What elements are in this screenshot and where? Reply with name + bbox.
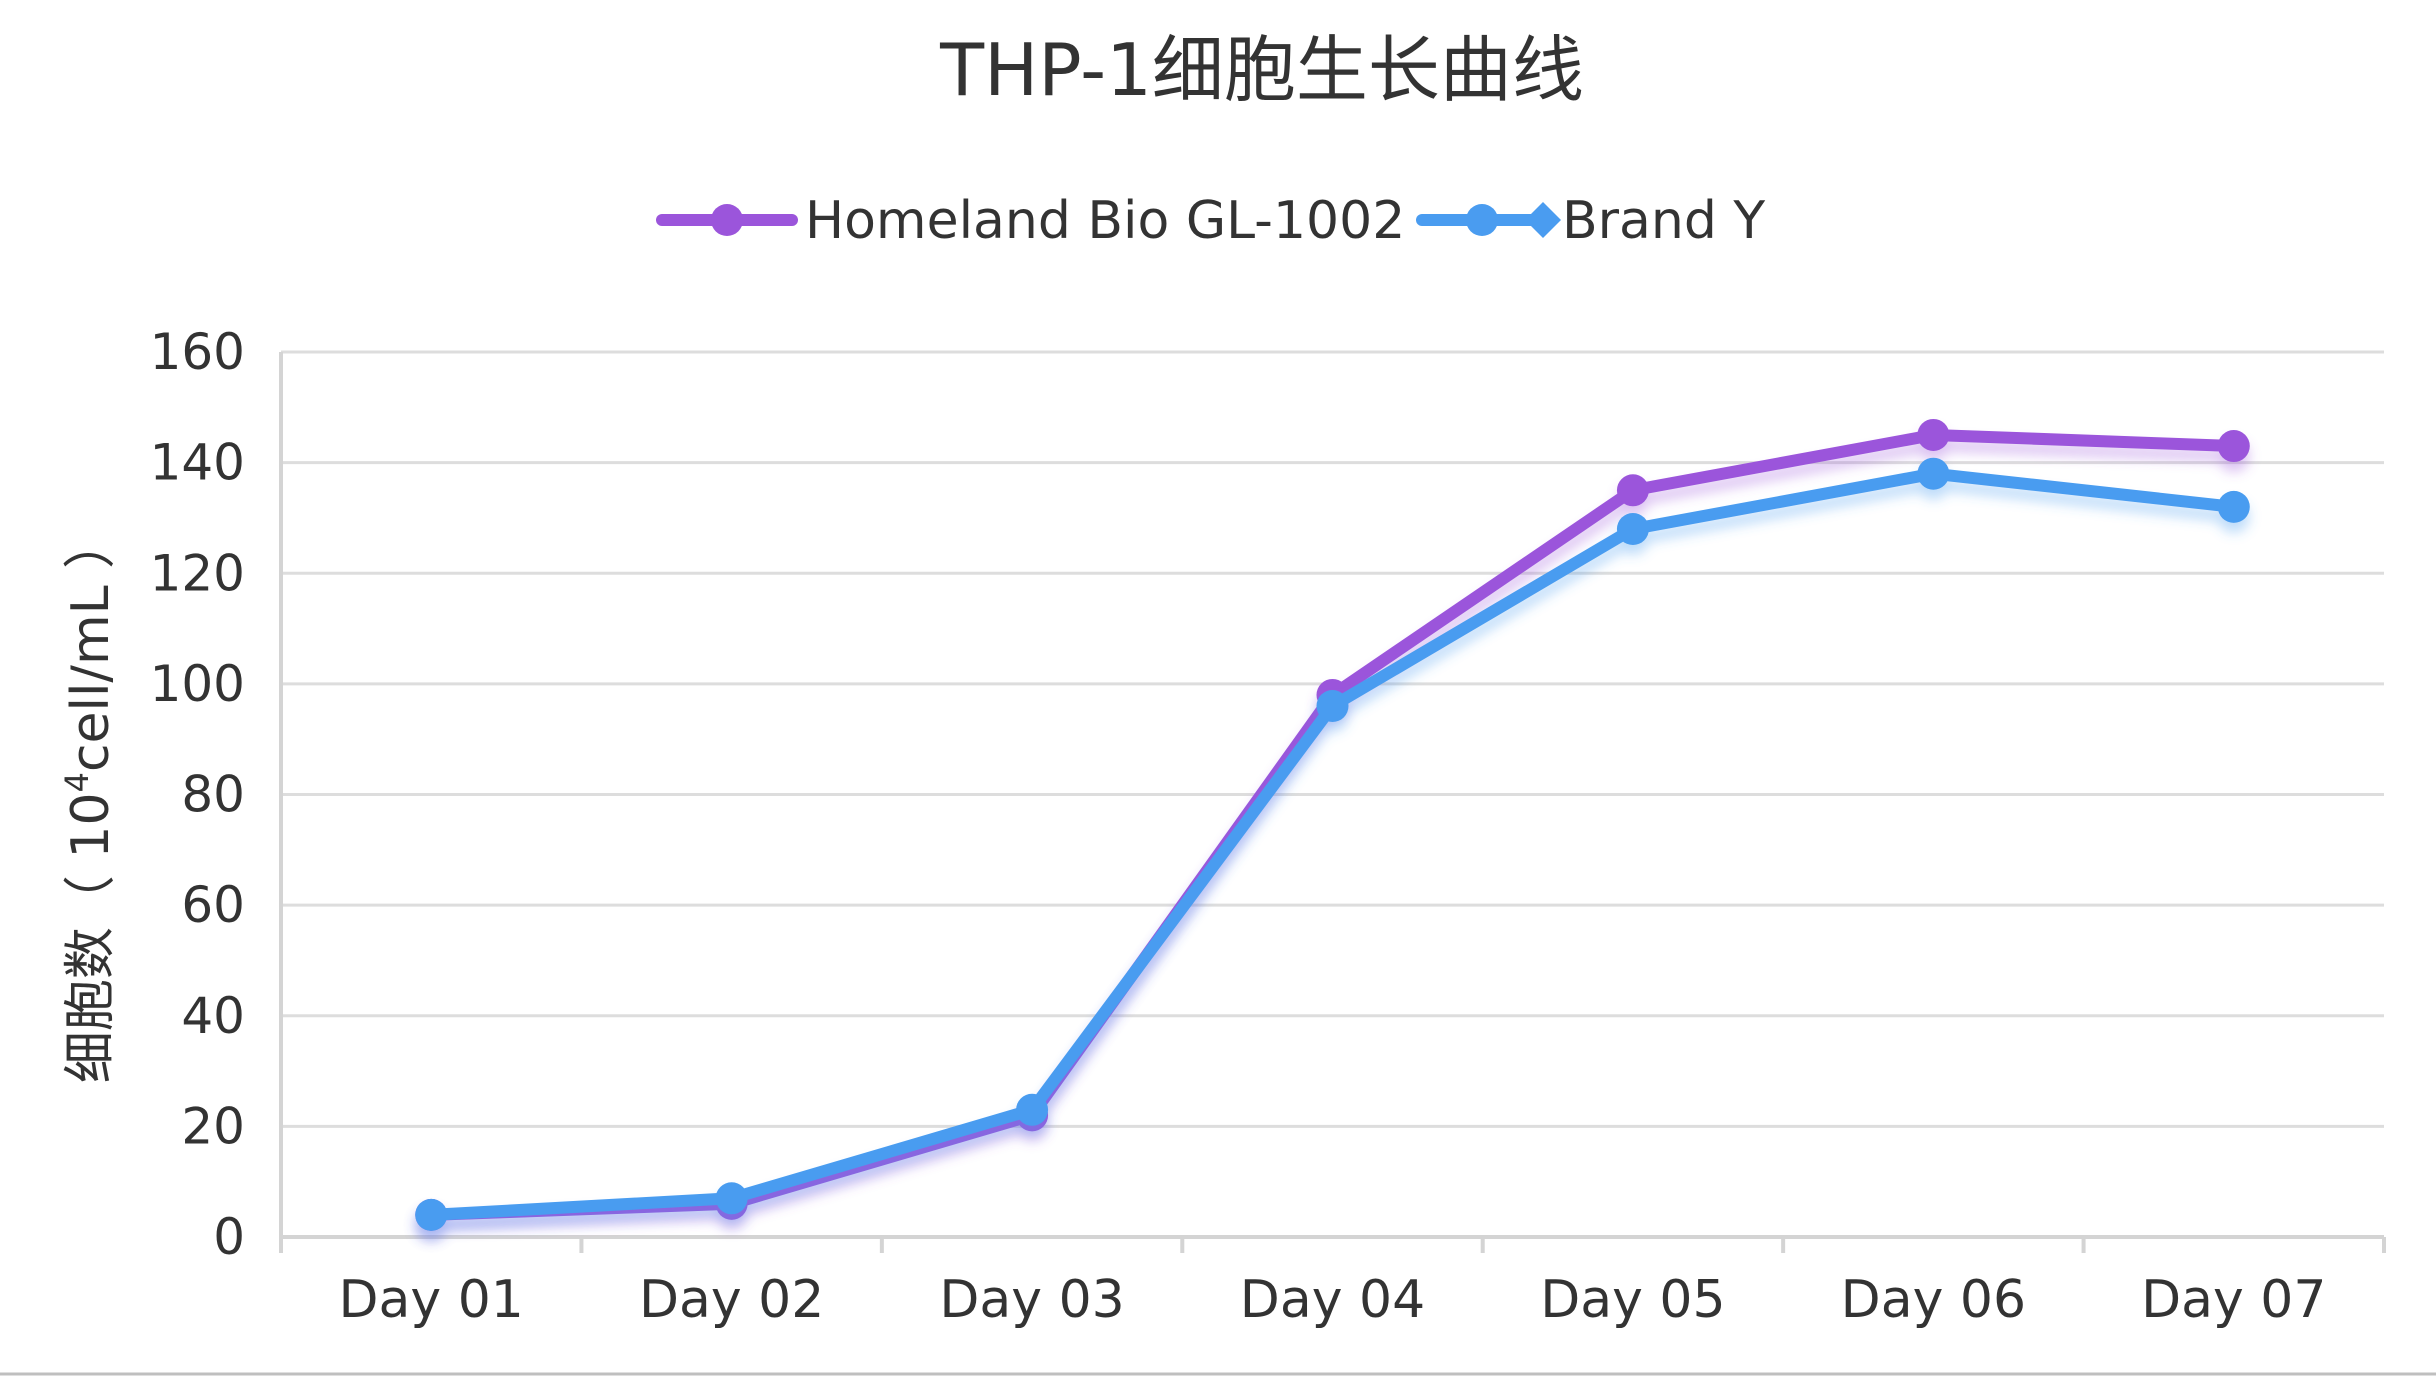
x-axis-ticks: Day 01 Day 02 Day 03 Day 04 Day 05 Day 06 Day … [339,1270,2327,1330]
legend-item-1: Homeland Bio GL-1002 [656,191,1405,251]
y-axis-ticks: 0 20 40 60 80 100 120 140 160 [150,323,245,1266]
legend-diamond-marker [1525,202,1561,238]
x-tick-label: Day 06 [1841,1270,2026,1330]
data-point [2217,490,2250,523]
y-axis-label: 细胞数（ 104cell/mL ） [58,517,121,1083]
x-tick-label: Day 01 [339,1270,524,1330]
series-2 [415,457,2250,1231]
legend-label: Homeland Bio GL-1002 [805,191,1405,251]
x-tick-label: Day 05 [1540,1270,1725,1330]
legend: Homeland Bio GL-1002 Brand Y [656,191,1765,251]
data-point [1616,513,1649,545]
y-tick-label: 0 [213,1208,245,1266]
data-point [1616,474,1649,507]
data-point [1917,418,1950,451]
legend-label: Brand Y [1562,191,1765,251]
series-line [425,428,2240,1221]
legend-item-2: Brand Y [1416,191,1765,251]
data-point [415,1198,448,1231]
data-point [2217,430,2250,463]
y-tick-label: 60 [181,876,245,934]
series-group [415,418,2250,1231]
data-point [715,1182,748,1215]
legend-marker [711,204,743,236]
x-tick-label: Day 04 [1240,1270,1425,1330]
y-tick-label: 160 [150,323,245,381]
data-point [1917,457,1950,490]
y-tick-label: 100 [150,655,245,713]
axes [279,352,2386,1253]
series-1 [415,418,2250,1231]
grid-lines [281,350,2384,1128]
y-tick-label: 20 [181,1097,245,1155]
x-tick-label: Day 02 [639,1270,824,1330]
data-point [1316,690,1349,722]
x-tick-label: Day 03 [939,1270,1124,1330]
data-point [1016,1093,1049,1126]
y-tick-label: 120 [150,544,245,602]
chart-title: THP-1细胞生长曲线 [939,28,1584,112]
series-line [425,467,2240,1221]
y-tick-label: 40 [181,987,245,1045]
legend-marker [1466,204,1498,236]
x-tick-label: Day 07 [2141,1270,2326,1330]
y-tick-label: 140 [150,434,245,492]
y-tick-label: 80 [181,766,245,824]
